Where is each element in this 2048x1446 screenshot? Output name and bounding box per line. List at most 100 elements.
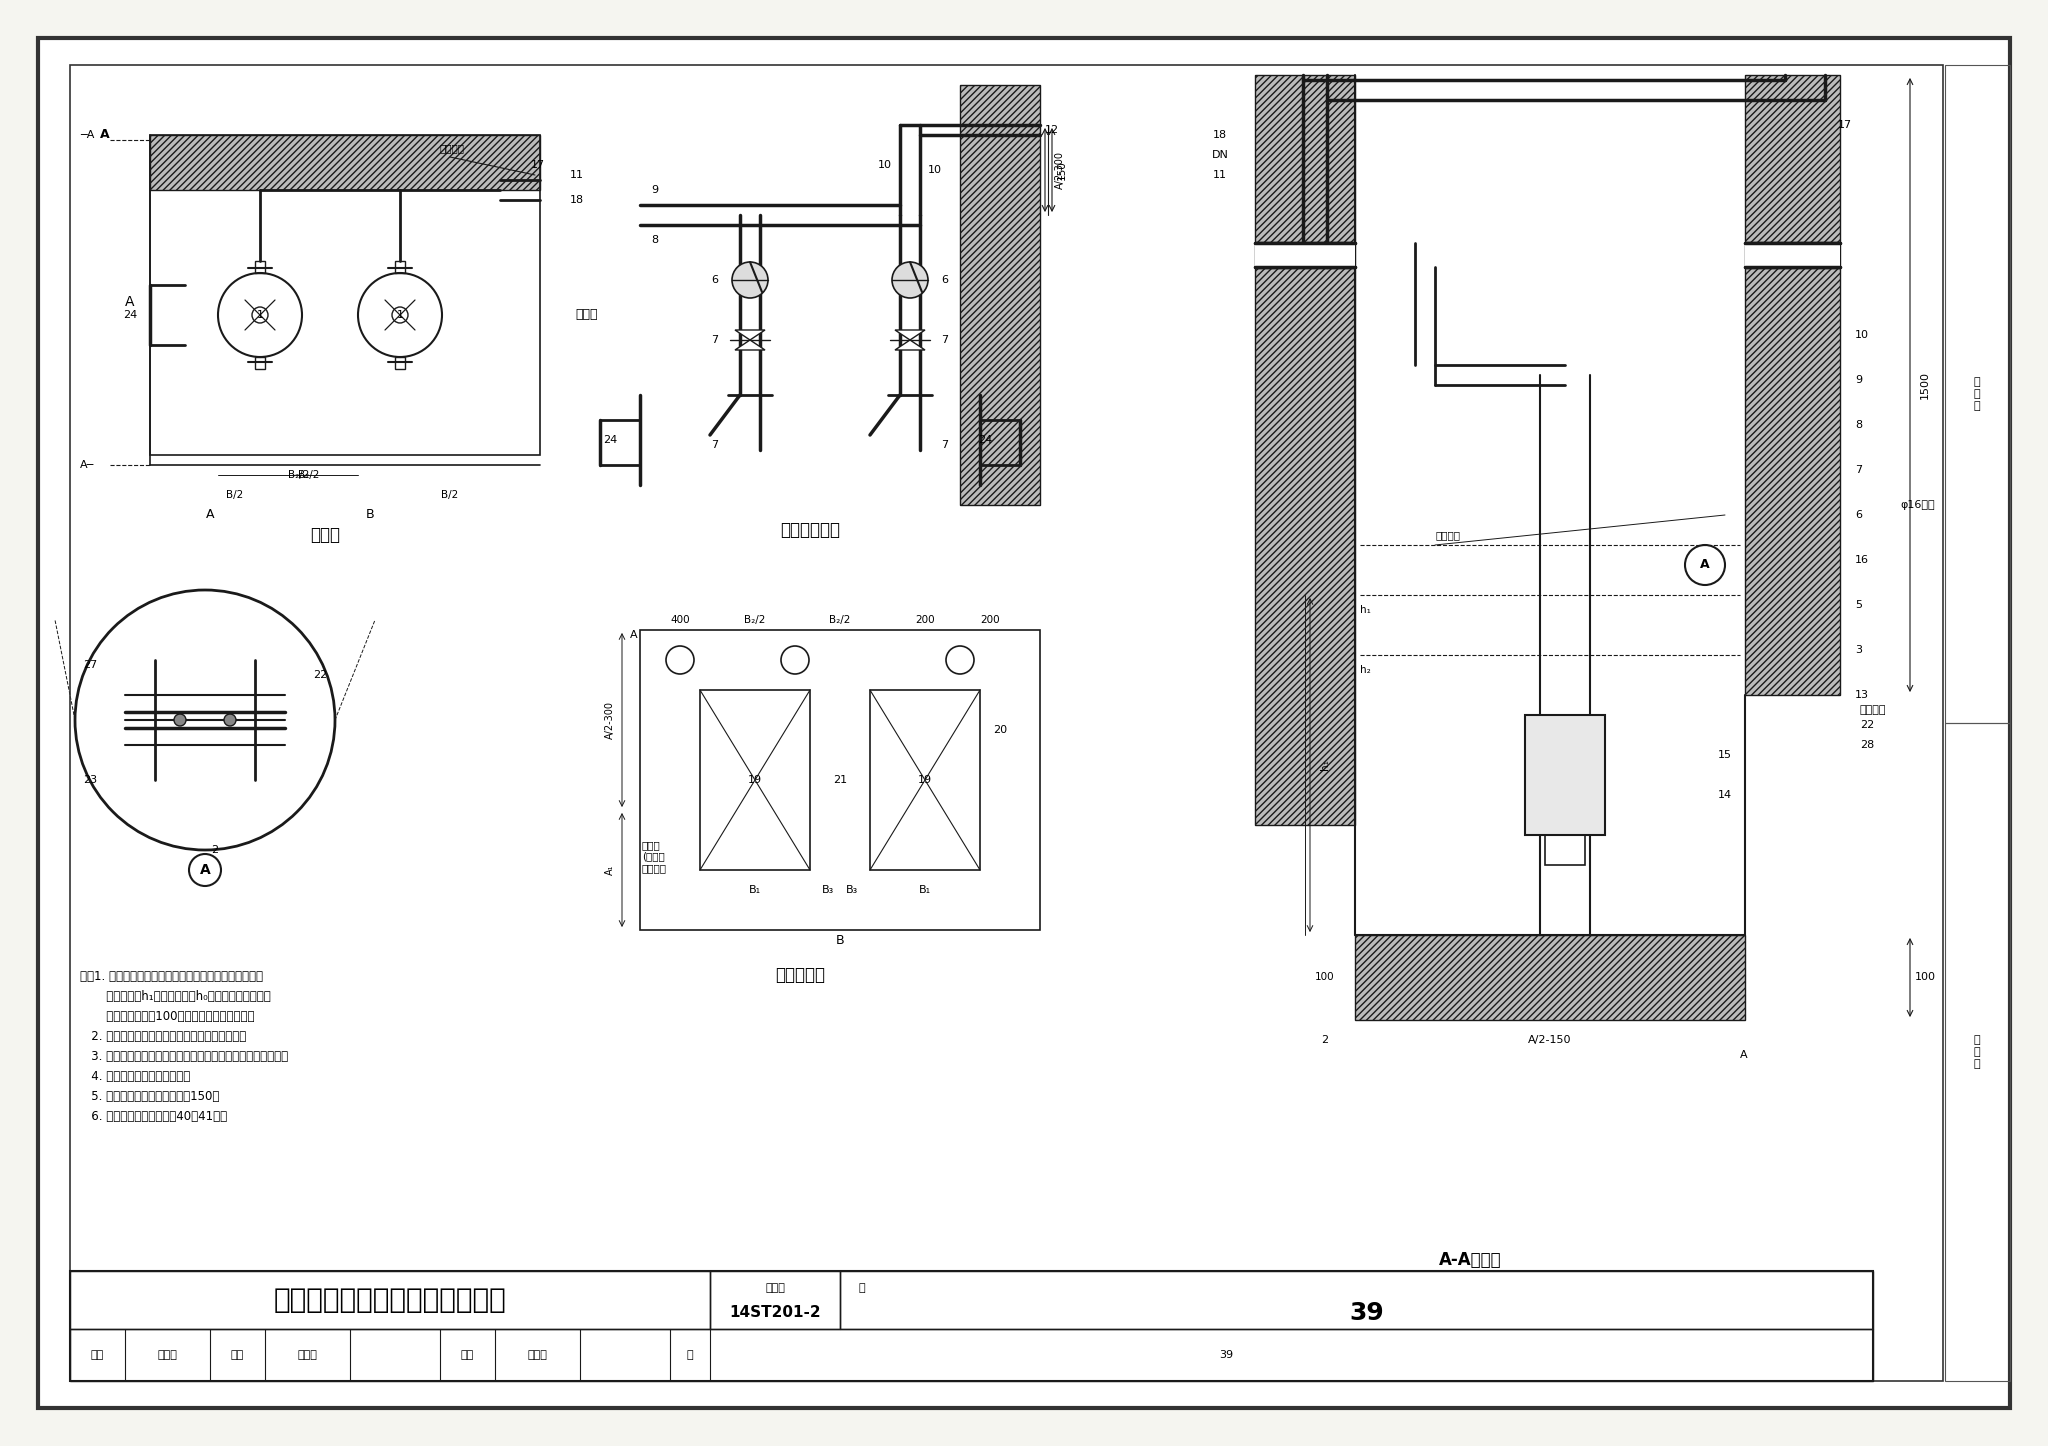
- Text: 24: 24: [977, 435, 991, 445]
- Text: 检修孔
(安装密
闭井盖）: 检修孔 (安装密 闭井盖）: [641, 840, 668, 873]
- Circle shape: [223, 714, 236, 726]
- Text: 8: 8: [1855, 419, 1862, 429]
- Text: 7: 7: [711, 440, 719, 450]
- Text: 5. 冲洗出水口离污水池底板为150。: 5. 冲洗出水口离污水池底板为150。: [80, 1090, 219, 1103]
- Text: 11: 11: [569, 171, 584, 179]
- Bar: [150, 134, 541, 189]
- Text: A-A剑面图: A-A剑面图: [1438, 1251, 1501, 1270]
- Text: A: A: [205, 509, 215, 522]
- Text: 6. 材料表、尺寸表详见第40、41页。: 6. 材料表、尺寸表详见第40、41页。: [80, 1111, 227, 1124]
- Text: 18: 18: [569, 195, 584, 205]
- Text: 22: 22: [313, 669, 328, 680]
- Bar: [1946, 723, 2009, 1381]
- Text: 排出管连接图: 排出管连接图: [780, 521, 840, 539]
- Text: B₁: B₁: [750, 885, 762, 895]
- Bar: [639, 630, 1040, 930]
- Bar: [395, 357, 406, 369]
- Bar: [1255, 243, 1356, 268]
- Text: 污水池: 污水池: [575, 308, 598, 321]
- Text: 24: 24: [602, 435, 616, 445]
- Bar: [1544, 834, 1585, 865]
- Text: 10: 10: [928, 165, 942, 175]
- Text: 邹宏宇: 邹宏宇: [528, 1351, 547, 1361]
- Polygon shape: [735, 330, 766, 350]
- Bar: [961, 85, 1040, 505]
- Text: 页: 页: [858, 1284, 866, 1293]
- Text: 15: 15: [1718, 750, 1733, 761]
- Text: A: A: [125, 295, 135, 309]
- Text: 赵际顺: 赵际顺: [297, 1351, 317, 1361]
- Text: 24: 24: [123, 309, 137, 320]
- Text: 100: 100: [1915, 972, 1935, 982]
- Text: 2: 2: [1321, 1035, 1329, 1045]
- Text: 14ST201-2: 14ST201-2: [729, 1306, 821, 1320]
- Text: 11: 11: [1212, 171, 1227, 179]
- Bar: [70, 1271, 711, 1329]
- Bar: [840, 1271, 1874, 1329]
- Text: A: A: [100, 129, 111, 142]
- Text: 28: 28: [1860, 740, 1874, 750]
- Text: 19: 19: [748, 775, 762, 785]
- Text: φ16挂钉: φ16挂钉: [1901, 500, 1935, 510]
- Text: 22: 22: [1860, 720, 1874, 730]
- Bar: [961, 85, 1040, 505]
- Text: 设
计
栏: 设 计 栏: [1974, 1035, 1980, 1069]
- Text: 7: 7: [1855, 466, 1862, 474]
- Bar: [150, 134, 541, 189]
- Text: 报警水位: 报警水位: [1436, 531, 1460, 539]
- Text: 12: 12: [1044, 124, 1059, 134]
- Text: 6: 6: [1855, 510, 1862, 521]
- Bar: [70, 1329, 1874, 1381]
- Text: A/2-150: A/2-150: [1528, 1035, 1571, 1045]
- Text: B/2: B/2: [227, 490, 244, 500]
- Text: 4. 池外电线电缆应穿管敷设。: 4. 池外电线电缆应穿管敷设。: [80, 1070, 190, 1083]
- Bar: [1946, 65, 2009, 723]
- Text: A/2-300: A/2-300: [1055, 150, 1065, 189]
- Bar: [1356, 936, 1745, 1019]
- Text: 1500: 1500: [1921, 372, 1929, 399]
- Text: 互为备用。h₁为开泵水位，h₀为停泵水位，报警水: 互为备用。h₁为开泵水位，h₀为停泵水位，报警水: [80, 991, 270, 1004]
- Bar: [1745, 75, 1839, 696]
- Text: ─A: ─A: [80, 130, 94, 140]
- Text: 10: 10: [879, 161, 893, 171]
- Text: 潜水排污泵双泵固定自耦式安装: 潜水排污泵双泵固定自耦式安装: [274, 1285, 506, 1314]
- Text: 图集号: 图集号: [766, 1284, 784, 1293]
- Circle shape: [174, 714, 186, 726]
- Text: 200: 200: [981, 615, 999, 625]
- Text: 10: 10: [1855, 330, 1870, 340]
- Text: B₂/2: B₂/2: [299, 470, 319, 480]
- Text: 18: 18: [1212, 130, 1227, 140]
- Bar: [1526, 714, 1606, 834]
- Bar: [395, 260, 406, 273]
- Text: 100: 100: [1315, 972, 1335, 982]
- Text: A₁: A₁: [604, 865, 614, 875]
- Text: 7: 7: [942, 440, 948, 450]
- Text: 150: 150: [1057, 161, 1067, 179]
- Text: A: A: [199, 863, 211, 878]
- Text: 校对: 校对: [231, 1351, 244, 1361]
- Text: 页: 页: [686, 1351, 694, 1361]
- Text: 7: 7: [711, 335, 719, 346]
- Text: 9: 9: [651, 185, 659, 195]
- Text: A─: A─: [80, 460, 94, 470]
- Text: 审核: 审核: [90, 1351, 104, 1361]
- Text: 张先群: 张先群: [158, 1351, 178, 1361]
- Text: B: B: [367, 509, 375, 522]
- Bar: [1745, 243, 1839, 268]
- Text: h₁: h₁: [1360, 604, 1370, 615]
- Bar: [1255, 75, 1356, 826]
- Text: 1: 1: [256, 309, 264, 320]
- Text: A: A: [1700, 558, 1710, 571]
- Bar: [256, 357, 264, 369]
- Text: 3: 3: [1855, 645, 1862, 655]
- Text: 39: 39: [1219, 1351, 1233, 1361]
- Text: B₂/2: B₂/2: [289, 470, 309, 480]
- Bar: [700, 690, 811, 870]
- Text: 14: 14: [1718, 790, 1733, 800]
- Text: 20: 20: [993, 724, 1008, 735]
- Text: h₂: h₂: [1360, 665, 1370, 675]
- Text: 17: 17: [530, 161, 545, 171]
- Bar: [150, 134, 541, 455]
- Text: 400: 400: [670, 615, 690, 625]
- Text: A: A: [1741, 1050, 1747, 1060]
